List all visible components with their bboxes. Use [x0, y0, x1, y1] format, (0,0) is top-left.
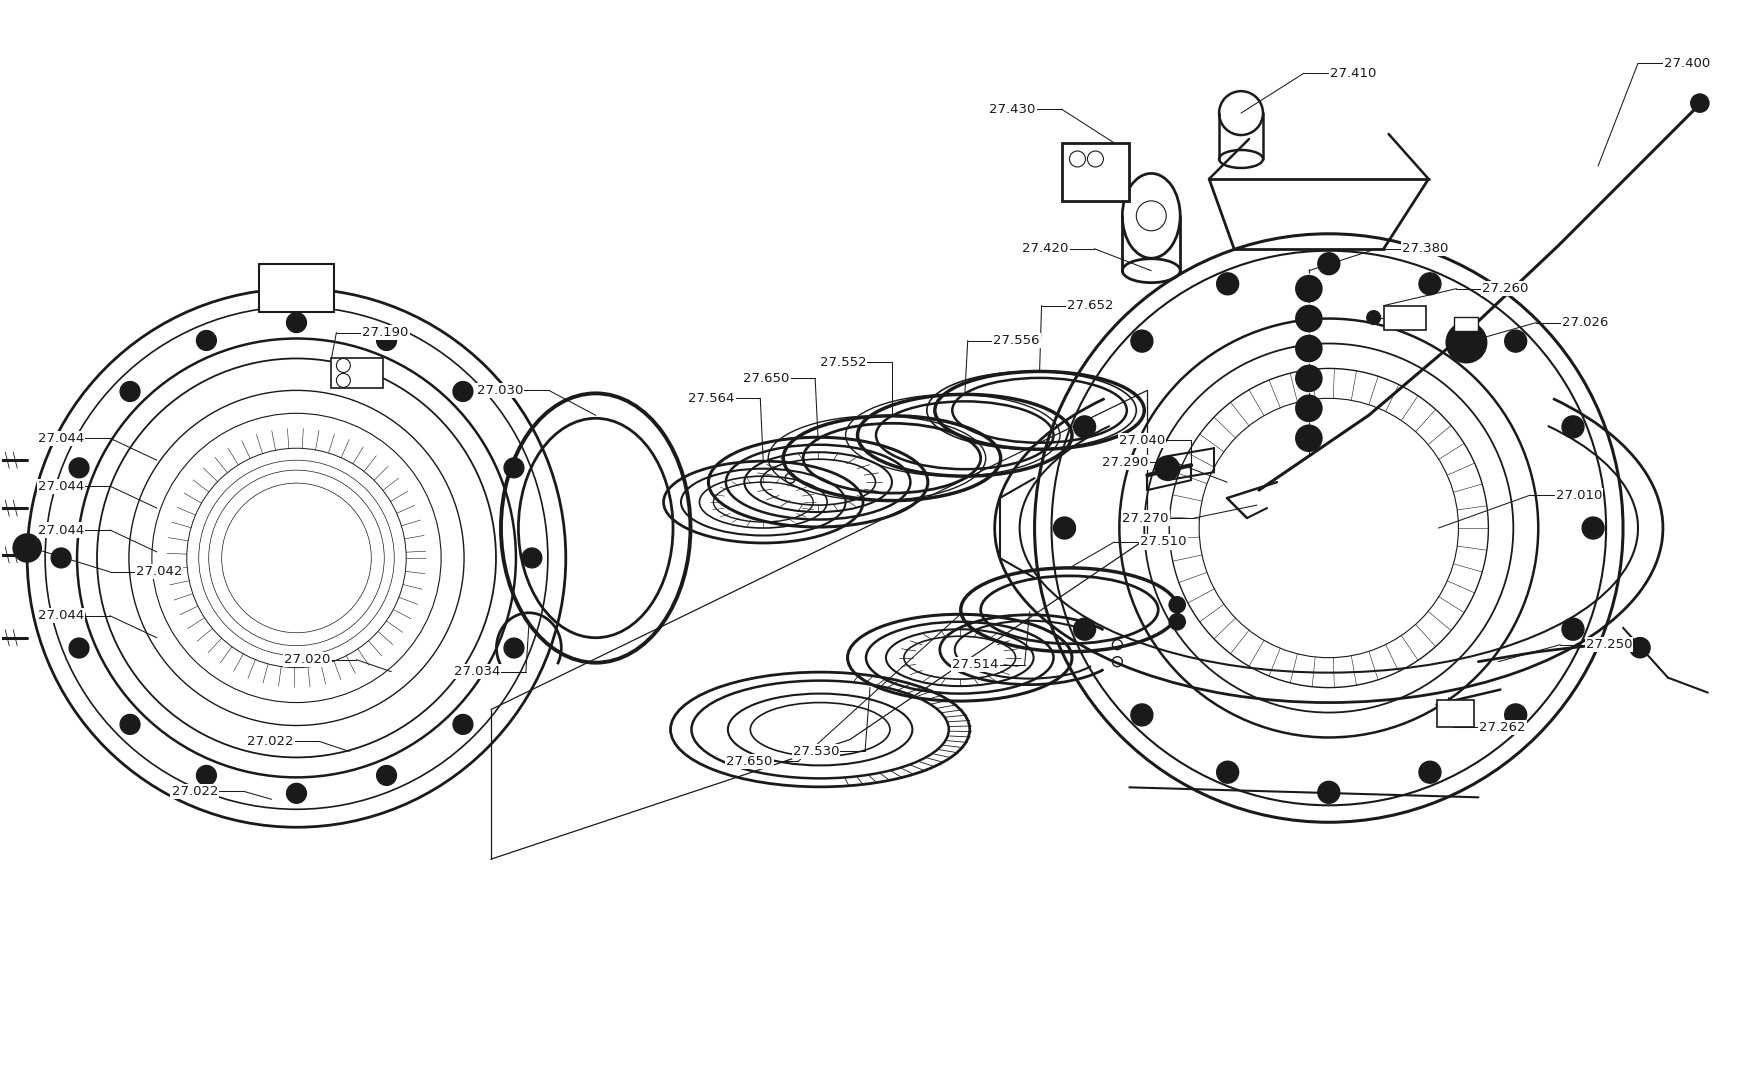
Circle shape: [1562, 618, 1582, 640]
Text: 27.270: 27.270: [1122, 511, 1169, 524]
Circle shape: [1562, 416, 1582, 438]
Text: 27.044: 27.044: [38, 479, 83, 492]
Circle shape: [1419, 273, 1440, 295]
Circle shape: [1216, 761, 1238, 783]
Circle shape: [1316, 781, 1339, 804]
Circle shape: [197, 331, 216, 351]
Text: 27.040: 27.040: [1118, 433, 1165, 447]
Circle shape: [287, 783, 306, 804]
Circle shape: [14, 534, 42, 562]
Circle shape: [452, 382, 473, 401]
Text: 27.530: 27.530: [793, 745, 838, 758]
Circle shape: [452, 715, 473, 734]
Circle shape: [1073, 618, 1096, 640]
Circle shape: [376, 331, 396, 351]
Text: 27.022: 27.022: [247, 735, 294, 748]
Text: 27.400: 27.400: [1662, 57, 1709, 70]
Text: 27.044: 27.044: [38, 523, 83, 536]
Text: 27.514: 27.514: [951, 658, 998, 671]
Bar: [259, 263, 334, 311]
Circle shape: [1629, 638, 1649, 658]
Circle shape: [1296, 336, 1322, 362]
Circle shape: [1296, 425, 1322, 452]
Circle shape: [1296, 366, 1322, 392]
Circle shape: [70, 458, 89, 478]
Circle shape: [376, 765, 396, 785]
Bar: [1436, 700, 1473, 728]
Text: 27.042: 27.042: [136, 565, 183, 579]
Circle shape: [70, 638, 89, 658]
Circle shape: [1155, 456, 1179, 480]
Text: 27.250: 27.250: [1584, 638, 1631, 652]
Circle shape: [1581, 517, 1603, 539]
Bar: [1061, 143, 1129, 201]
Circle shape: [1504, 704, 1525, 725]
Circle shape: [522, 548, 541, 568]
Text: 27.044: 27.044: [38, 609, 83, 623]
Text: 27.380: 27.380: [1402, 242, 1449, 256]
Circle shape: [1296, 306, 1322, 332]
Text: 27.556: 27.556: [993, 334, 1040, 347]
Text: 27.650: 27.650: [725, 755, 772, 768]
Circle shape: [1316, 253, 1339, 275]
Circle shape: [120, 382, 139, 401]
Circle shape: [1365, 310, 1379, 324]
Text: 27.430: 27.430: [989, 103, 1035, 116]
Text: 27.650: 27.650: [743, 372, 790, 385]
Circle shape: [1169, 614, 1184, 630]
Text: 27.260: 27.260: [1482, 282, 1527, 295]
Circle shape: [1073, 416, 1096, 438]
Text: 27.030: 27.030: [476, 384, 523, 397]
Text: 27.010: 27.010: [1555, 489, 1602, 502]
Circle shape: [120, 715, 139, 734]
Circle shape: [1169, 597, 1184, 613]
Circle shape: [1445, 322, 1485, 363]
Circle shape: [287, 312, 306, 333]
Text: 27.026: 27.026: [1562, 316, 1607, 330]
Circle shape: [1690, 94, 1708, 112]
Text: 27.652: 27.652: [1066, 300, 1113, 312]
Circle shape: [1296, 276, 1322, 302]
Circle shape: [1504, 331, 1525, 352]
Text: 27.552: 27.552: [819, 356, 866, 369]
Bar: [1383, 306, 1424, 330]
Circle shape: [1130, 704, 1153, 725]
Text: 27.034: 27.034: [454, 666, 499, 678]
Circle shape: [197, 765, 216, 785]
Circle shape: [504, 458, 523, 478]
Circle shape: [50, 548, 71, 568]
Circle shape: [1052, 517, 1075, 539]
Text: 27.262: 27.262: [1478, 721, 1525, 734]
Text: 27.044: 27.044: [38, 432, 83, 445]
Text: 27.020: 27.020: [283, 653, 330, 667]
Bar: [330, 358, 383, 388]
Text: 27.022: 27.022: [172, 784, 217, 798]
Text: 27.190: 27.190: [362, 326, 409, 339]
Circle shape: [1296, 395, 1322, 422]
Text: 27.290: 27.290: [1101, 456, 1148, 469]
Text: 27.564: 27.564: [689, 392, 734, 404]
Text: 27.410: 27.410: [1329, 66, 1376, 79]
Bar: [1454, 317, 1478, 331]
Circle shape: [1419, 761, 1440, 783]
Circle shape: [1130, 331, 1153, 352]
Circle shape: [504, 638, 523, 658]
Circle shape: [1216, 273, 1238, 295]
Text: 27.420: 27.420: [1023, 242, 1068, 256]
Text: 27.510: 27.510: [1139, 535, 1186, 549]
